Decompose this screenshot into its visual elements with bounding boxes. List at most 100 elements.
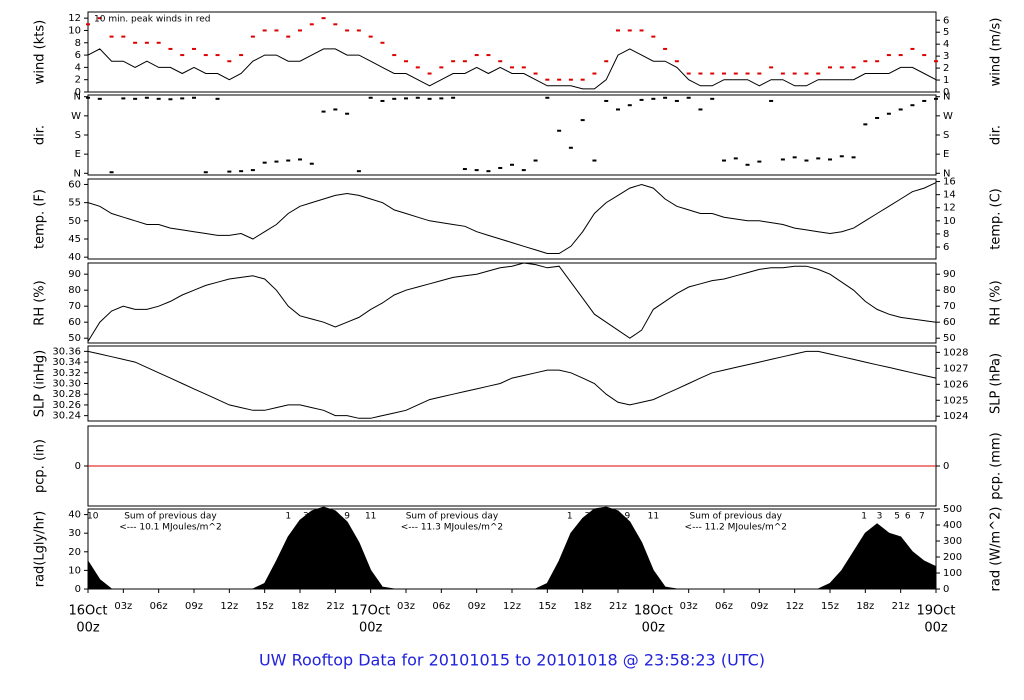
data-point: [345, 29, 350, 32]
data-point: [215, 97, 220, 100]
x-tick-label: 00z: [76, 621, 100, 636]
y-axis-label: temp. (F): [33, 189, 48, 249]
y-tick-label: 80: [68, 285, 81, 296]
y2-tick-label: 14: [943, 190, 956, 201]
data-point: [710, 97, 715, 100]
sun-hour-label: 9: [344, 512, 350, 522]
data-point: [568, 78, 573, 81]
data-point: [592, 72, 597, 75]
data-point: [109, 171, 114, 174]
y2-tick-label: 6: [943, 242, 949, 253]
x-tick-label: 09z: [468, 601, 486, 612]
data-point: [557, 78, 562, 81]
data-point: [769, 99, 774, 102]
data-point: [910, 47, 915, 50]
data-point: [415, 66, 420, 69]
y2-tick-label: 8: [943, 229, 949, 240]
data-point: [239, 170, 244, 173]
sun-hour-label: 5: [599, 512, 605, 522]
y-tick-label: 30.26: [52, 400, 81, 411]
y-tick-label: W: [71, 111, 81, 122]
data-point: [86, 23, 90, 26]
y-tick-label: S: [75, 130, 81, 141]
data-point: [875, 60, 880, 63]
y2-tick-label: 6: [943, 15, 949, 26]
data-point: [192, 96, 196, 99]
data-point: [663, 47, 668, 50]
y-tick-label: 30.30: [52, 379, 81, 390]
data-point: [427, 97, 432, 100]
x-tick-label: 18z: [856, 601, 874, 612]
data-point: [250, 35, 255, 38]
y-tick-label: 0: [75, 461, 81, 472]
data-point: [144, 96, 149, 99]
data-point: [309, 162, 314, 165]
data-point: [934, 60, 938, 63]
panel-frame: [87, 345, 937, 422]
data-point: [898, 108, 903, 111]
data-point: [274, 160, 279, 163]
y-tick-label: 70: [68, 301, 81, 312]
y-tick-label: 0: [75, 87, 81, 98]
y-tick-label: 45: [68, 234, 81, 245]
sun-hour-label: 3: [877, 512, 883, 522]
y2-tick-label: 0: [943, 584, 949, 595]
data-point: [333, 23, 338, 26]
x-tick-label: 15z: [256, 601, 274, 612]
data-point: [439, 66, 444, 69]
data-point: [368, 96, 373, 99]
data-point: [404, 97, 408, 100]
data-point: [722, 72, 726, 75]
y-tick-label: 4: [75, 62, 81, 73]
y-tick-label: 20: [68, 547, 81, 558]
y2-tick-label: N: [943, 168, 950, 179]
data-point: [262, 161, 267, 164]
x-date-label: 19Oct: [916, 604, 955, 619]
data-point: [321, 110, 326, 113]
sun-hour-label: 7: [919, 512, 925, 522]
y2-tick-label: 90: [943, 269, 956, 280]
data-point: [439, 97, 444, 100]
y-tick-label: 60: [68, 317, 81, 328]
data-point: [474, 54, 479, 57]
data-point: [651, 35, 656, 38]
y-tick-label: 2: [75, 75, 81, 86]
y-tick-label: 40: [68, 252, 81, 263]
data-point: [498, 60, 503, 63]
data-point: [180, 97, 185, 100]
y2-tick-label: 1027: [943, 363, 968, 374]
data-point: [250, 169, 255, 172]
y2-tick-label: 200: [943, 552, 962, 563]
data-point: [533, 72, 538, 75]
data-point: [886, 112, 891, 115]
y2-tick-label: 300: [943, 536, 962, 547]
data-point: [804, 72, 809, 75]
data-point: [427, 72, 432, 75]
data-point: [733, 72, 738, 75]
y-tick-label: 10: [68, 25, 81, 36]
y-axis-label: RH (%): [33, 280, 48, 325]
data-point: [227, 60, 232, 63]
data-point: [674, 60, 679, 63]
data-line: [87, 48, 937, 90]
y-axis-label: SLP (inHg): [33, 350, 48, 418]
y2-tick-label: S: [943, 130, 949, 141]
sun-hour-label: 3: [585, 512, 591, 522]
x-date-label: 18Oct: [634, 604, 673, 619]
data-point: [298, 158, 302, 161]
data-point: [816, 157, 821, 160]
sun-hour-label: 1: [567, 512, 573, 522]
data-point: [521, 66, 526, 69]
data-point: [616, 29, 620, 32]
data-point: [792, 156, 797, 159]
y2-tick-label: W: [943, 111, 953, 122]
data-point: [745, 72, 750, 75]
y2-tick-label: 4: [943, 39, 949, 50]
data-point: [510, 66, 514, 69]
y-axis-label: pcp. (in): [33, 439, 48, 493]
data-point: [934, 97, 938, 100]
data-point: [886, 54, 891, 57]
x-tick-label: 12z: [220, 601, 238, 612]
x-date-label: 16Oct: [68, 604, 107, 619]
data-point: [133, 41, 138, 44]
